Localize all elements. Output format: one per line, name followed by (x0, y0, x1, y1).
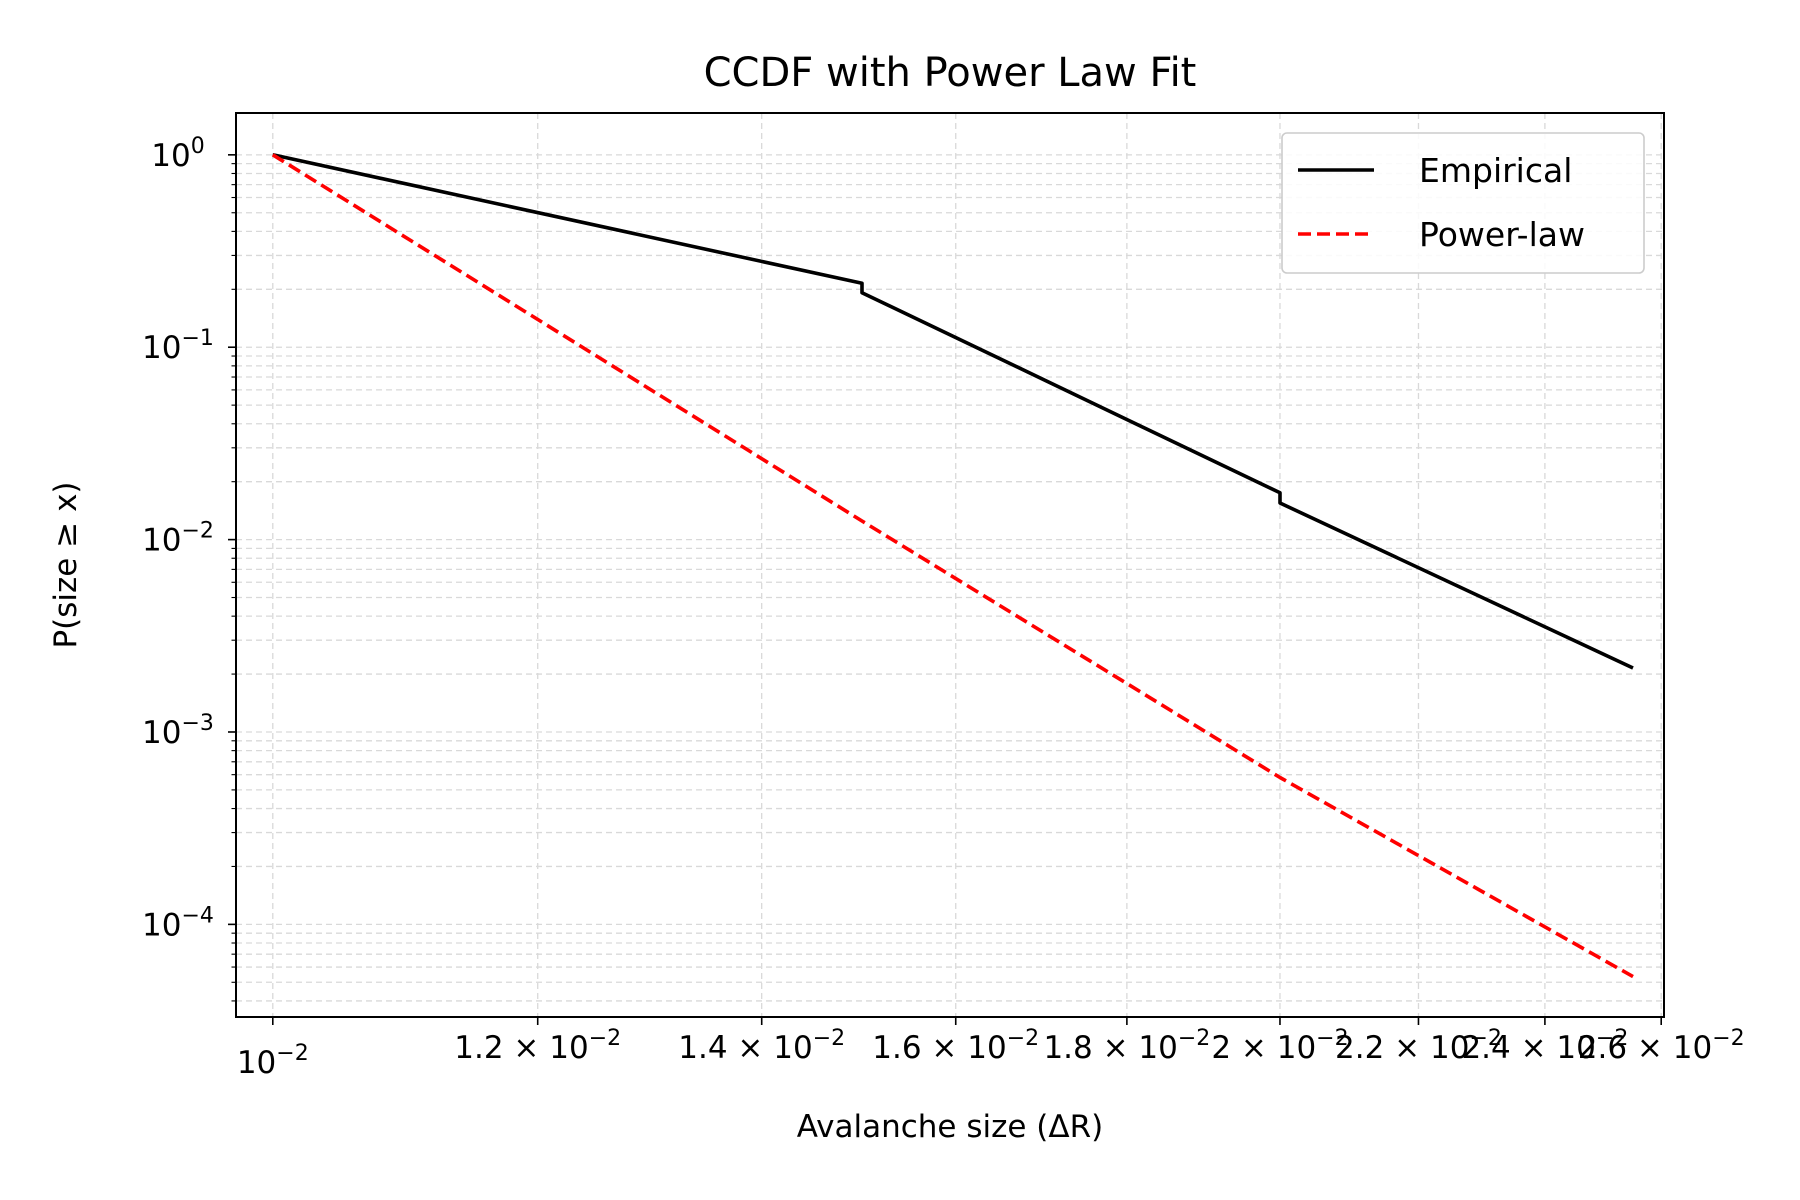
legend-label: Empirical (1419, 151, 1572, 190)
y-axis-label: P(size ≥ x) (48, 481, 84, 648)
x-tick-label: 2.4 × 10−2 (1461, 1026, 1628, 1066)
series-line-power-law (271, 153, 1634, 979)
series-line-empirical (272, 153, 1634, 670)
x-tick-label: 10−2 (237, 1041, 309, 1081)
x-tick-label: 1.6 × 10−2 (872, 1026, 1039, 1066)
y-tick-label: 10−1 (142, 326, 214, 366)
legend-label: Power-law (1419, 215, 1585, 254)
legend-box (1281, 132, 1645, 274)
y-tick-label: 100 (151, 134, 204, 174)
legend: Empirical Power-law (1281, 132, 1645, 274)
tick-layer: 10−2 1.2 × 10−2 1.4 × 10−2 1.6 × 10−2 1.8 × … (142, 134, 1745, 1081)
x-tick-label: 1.4 × 10−2 (678, 1026, 845, 1066)
y-tick-label: 10−4 (142, 903, 214, 943)
x-tick-label: 1.8 × 10−2 (1043, 1026, 1210, 1066)
x-tick-label: 2 × 10−2 (1211, 1026, 1348, 1066)
x-tick-label: 1.2 × 10−2 (454, 1026, 621, 1066)
x-axis-label: Avalanche size (ΔR) (797, 1109, 1104, 1145)
y-tick-label: 10−2 (142, 519, 214, 559)
series-layer (271, 153, 1634, 979)
x-tick-label: 2.6 × 10−2 (1578, 1026, 1745, 1066)
chart-title: CCDF with Power Law Fit (704, 50, 1197, 96)
x-tick-label: 2.2 × 10−2 (1335, 1026, 1502, 1066)
y-tick-label: 10−3 (142, 711, 214, 751)
plot-frame (235, 112, 1665, 1018)
